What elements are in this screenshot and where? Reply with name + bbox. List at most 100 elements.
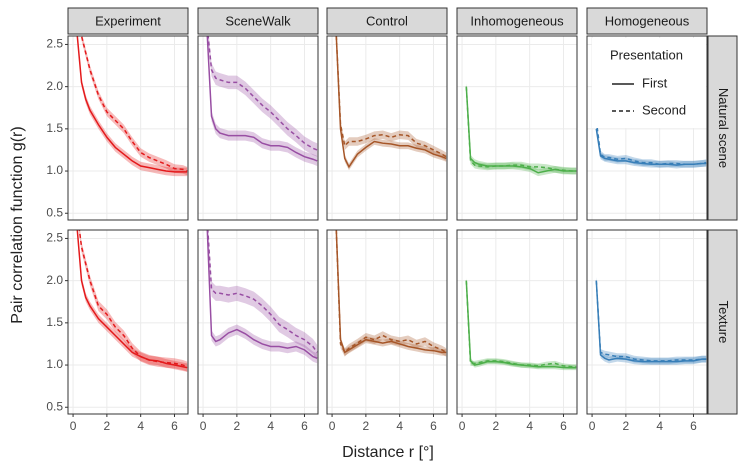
legend-label: First — [642, 75, 668, 90]
y-tick-label: 2.5 — [46, 231, 63, 245]
x-tick-label: 6 — [430, 419, 437, 433]
facet-label: Inhomogeneous — [470, 13, 564, 28]
line — [207, 36, 318, 151]
confidence-ribbon — [466, 83, 577, 177]
panel-data — [206, 36, 318, 166]
panel-background — [198, 36, 318, 220]
panel — [586, 229, 708, 415]
x-tick-label: 4 — [396, 419, 403, 433]
panel-border — [67, 35, 189, 221]
panel — [456, 229, 578, 415]
panel — [326, 229, 448, 415]
panel-data — [595, 277, 707, 366]
panel — [456, 35, 578, 221]
panel-border — [326, 229, 448, 415]
x-tick-label: 4 — [267, 419, 274, 433]
line — [78, 230, 188, 368]
panel-background — [198, 230, 318, 414]
y-tick-label: 2.0 — [46, 79, 63, 93]
x-tick-label: 2 — [104, 419, 111, 433]
y-axis-label: Pair correlation function g(r) — [9, 126, 26, 323]
confidence-ribbon — [207, 36, 318, 166]
x-tick-label: 2 — [363, 419, 370, 433]
x-axis-label: Distance r [°] — [342, 444, 434, 461]
panel — [326, 35, 448, 221]
line — [595, 280, 707, 363]
panel-background — [68, 230, 188, 414]
x-tick-label: 4 — [656, 419, 663, 433]
line — [335, 36, 447, 158]
y-tick-label: 1.5 — [46, 315, 63, 329]
line — [465, 280, 577, 368]
panel-border — [67, 229, 189, 415]
confidence-ribbon — [596, 117, 707, 168]
facet-strip — [456, 7, 578, 35]
facet-strip — [67, 7, 189, 35]
panel-border — [586, 229, 708, 415]
legend-box — [592, 38, 706, 128]
panel-background — [327, 230, 447, 414]
panel-data — [335, 36, 447, 171]
x-tick-label: 2 — [623, 419, 630, 433]
line — [465, 86, 577, 172]
y-tick-label: 1.0 — [46, 357, 63, 371]
confidence-ribbon — [466, 83, 577, 175]
panel-data — [595, 117, 707, 169]
y-tick-label: 0.5 — [46, 205, 63, 219]
facet-label: Homogeneous — [605, 13, 690, 28]
line — [335, 230, 447, 354]
panel — [197, 229, 319, 415]
panel-background — [457, 230, 577, 414]
panel-data — [465, 278, 577, 371]
panel-data — [76, 230, 188, 372]
y-tick-label: 0.5 — [46, 399, 63, 413]
confidence-ribbon — [596, 125, 707, 169]
panel-background — [327, 36, 447, 220]
panel-border — [197, 35, 319, 221]
x-tick-label: 0 — [459, 419, 466, 433]
x-tick-label: 0 — [70, 419, 77, 433]
x-tick-label: 0 — [329, 419, 336, 433]
x-tick-label: 6 — [171, 419, 178, 433]
panel — [67, 229, 189, 415]
panel-border — [456, 35, 578, 221]
panel-data — [76, 36, 188, 177]
panel-border — [197, 229, 319, 415]
facet-label: SceneWalk — [225, 13, 291, 28]
facet-strip — [197, 7, 319, 35]
facet-strip — [707, 35, 738, 221]
facet-strip — [707, 229, 738, 415]
line — [206, 36, 318, 162]
y-tick-label: 1.0 — [46, 163, 63, 177]
x-tick-label: 0 — [589, 419, 596, 433]
confidence-ribbon — [596, 277, 707, 365]
legend-label: Second — [642, 102, 686, 117]
panel — [197, 35, 319, 221]
x-tick-label: 6 — [560, 419, 567, 433]
y-tick-label: 1.5 — [46, 121, 63, 135]
panel-data — [335, 230, 447, 357]
panel-background — [587, 230, 707, 414]
confidence-ribbon — [207, 230, 318, 360]
panel-background — [457, 36, 577, 220]
facet-label: Natural scene — [716, 88, 731, 168]
x-tick-label: 2 — [234, 419, 241, 433]
panel-border — [586, 35, 708, 221]
panel-background — [68, 36, 188, 220]
y-tick-label: 2.0 — [46, 273, 63, 287]
line — [76, 36, 188, 173]
x-tick-label: 6 — [301, 419, 308, 433]
line — [206, 230, 318, 359]
x-tick-label: 2 — [493, 419, 500, 433]
confidence-ribbon — [596, 277, 707, 366]
line — [595, 128, 707, 166]
confidence-ribbon — [336, 36, 447, 161]
line — [465, 86, 577, 174]
line — [335, 230, 447, 354]
line — [76, 230, 188, 369]
facet-label: Texture — [716, 301, 731, 344]
line — [595, 280, 707, 362]
panel — [67, 35, 189, 221]
panel-data — [465, 83, 577, 177]
